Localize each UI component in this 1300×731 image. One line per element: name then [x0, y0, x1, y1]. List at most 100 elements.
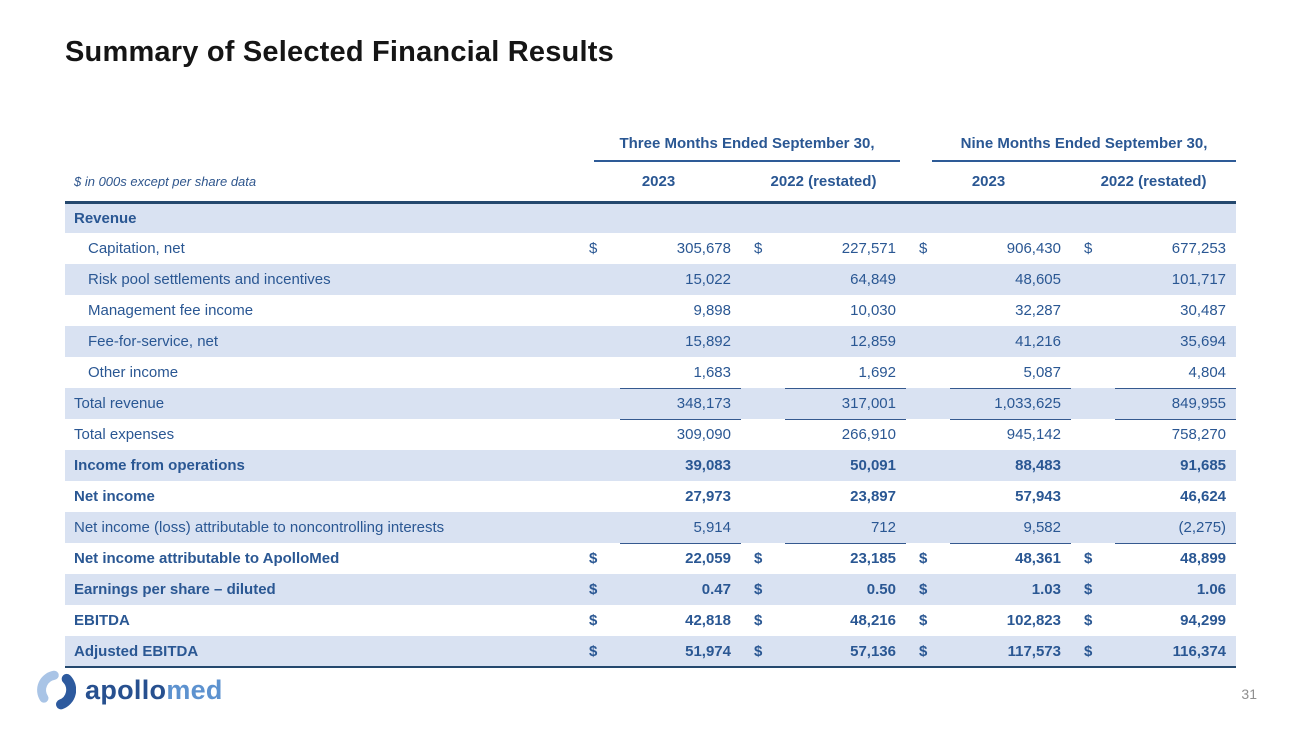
table-row: Capitation, net $305,678 $227,571 $906,430 $…: [65, 233, 1236, 264]
row-label: Income from operations: [74, 457, 245, 474]
value-cell: 0.47: [701, 581, 731, 598]
value-cell: 51,974: [620, 636, 741, 668]
row-label: Adjusted EBITDA: [65, 636, 576, 668]
value-cell: 227,571: [841, 240, 896, 257]
table-row: Total revenue 348,173 317,001 1,033,625 849,…: [65, 388, 1237, 420]
currency-symbol-cell: [906, 481, 950, 512]
value-cell: 1.03: [1031, 581, 1061, 598]
value-cell: 849,955: [1115, 388, 1237, 420]
value-cell: 15,892: [685, 333, 731, 350]
currency-symbol-cell: [1071, 326, 1115, 357]
currency-symbol-cell: [906, 264, 950, 295]
value-cell: 116,374: [1115, 636, 1237, 668]
row-label: Capitation, net: [88, 240, 185, 257]
period-header-row: Three Months Ended September 30, Nine Mo…: [65, 128, 1237, 162]
value-cell: 758,270: [1171, 426, 1227, 444]
row-label: Risk pool settlements and incentives: [88, 271, 331, 288]
value-cell: 677,253: [1171, 240, 1227, 257]
currency-symbol-cell: [741, 481, 785, 512]
currency-symbol-cell: [906, 419, 950, 450]
currency-symbol-cell: [741, 326, 785, 357]
currency-symbol-cell: [576, 450, 620, 481]
currency-symbol-cell: [1071, 357, 1115, 388]
period-header-nine-months: Nine Months Ended September 30,: [906, 128, 1237, 162]
value-cell: 32,287: [1015, 302, 1061, 319]
currency-symbol-cell: $: [589, 550, 598, 567]
period-header-three-months: Three Months Ended September 30,: [576, 128, 906, 162]
value-cell: 48,361: [1015, 550, 1061, 568]
value-cell: 10,030: [850, 302, 896, 319]
currency-symbol-cell: [1071, 512, 1115, 543]
logo-wordmark: apollomed: [85, 675, 223, 706]
table-body: Revenue Capitation, net $305,678 $227,571 $9…: [65, 202, 1237, 668]
currency-symbol-cell: [741, 419, 785, 450]
row-label: Management fee income: [88, 302, 254, 319]
currency-symbol-cell: $: [1071, 636, 1115, 668]
row-label: Net income attributable to ApolloMed: [74, 550, 340, 567]
value-cell: 906,430: [1006, 240, 1061, 257]
currency-symbol-cell: $: [906, 636, 950, 668]
value-cell: 30,487: [1180, 302, 1227, 319]
logo-text-apollo: apollo: [85, 674, 167, 705]
value-cell: 94,299: [1180, 612, 1227, 629]
period-header-label: Three Months Ended September 30,: [594, 135, 900, 162]
table-row: Income from operations 39,083 50,091 88,483…: [65, 450, 1237, 481]
value-cell: 9,582: [950, 512, 1071, 544]
value-cell: 4,804: [1115, 357, 1237, 389]
value-cell: 712: [785, 512, 906, 544]
currency-symbol-cell: [906, 512, 950, 543]
row-label: Total revenue: [74, 395, 165, 412]
currency-symbol-cell: [741, 512, 785, 543]
value-cell: 945,142: [1006, 426, 1061, 444]
year-header-row: $ in 000s except per share data 2023 202…: [65, 162, 1237, 204]
row-label: Earnings per share – diluted: [74, 581, 276, 598]
currency-symbol-cell: [576, 357, 620, 388]
year-header: 2022 (restated): [1071, 162, 1237, 204]
value-cell: 102,823: [1006, 612, 1061, 629]
value-cell: 64,849: [850, 271, 896, 288]
value-cell: 88,483: [1015, 457, 1061, 474]
currency-symbol-cell: $: [919, 550, 928, 567]
value-cell: [785, 202, 906, 233]
value-cell: (2,275): [1115, 512, 1237, 544]
currency-symbol-cell: $: [589, 240, 598, 257]
value-cell: 1.06: [1196, 581, 1227, 598]
currency-symbol-cell: $: [1084, 581, 1093, 598]
currency-symbol-cell: [741, 264, 785, 295]
currency-symbol-cell: [1071, 481, 1115, 512]
currency-symbol-cell: [576, 326, 620, 357]
value-cell: 15,022: [685, 271, 731, 288]
currency-symbol-cell: [906, 295, 950, 326]
value-cell: 101,717: [1171, 271, 1227, 288]
currency-symbol-cell: [1071, 388, 1115, 419]
currency-symbol-cell: [576, 481, 620, 512]
row-label: Other income: [88, 364, 179, 381]
period-header-label: Nine Months Ended September 30,: [932, 135, 1237, 162]
value-cell: 50,091: [850, 457, 896, 474]
value-cell: 9,898: [693, 302, 731, 319]
value-cell: 48,899: [1180, 550, 1227, 568]
currency-symbol-cell: [576, 512, 620, 543]
year-header: 2022 (restated): [741, 162, 906, 204]
currency-symbol-cell: $: [754, 550, 763, 567]
value-cell: 5,914: [620, 512, 741, 544]
company-logo: apollomed: [36, 670, 223, 710]
value-cell: 309,090: [676, 426, 731, 444]
value-cell: 48,216: [850, 612, 896, 629]
table-row: Earnings per share – diluted $0.47 $0.50 $1…: [65, 574, 1237, 605]
currency-symbol-cell: [1071, 202, 1115, 233]
currency-symbol-cell: $: [754, 581, 763, 598]
currency-symbol-cell: $: [919, 240, 928, 257]
currency-symbol-cell: [906, 357, 950, 388]
value-cell: 39,083: [685, 457, 731, 474]
row-label: Net income (loss) attributable to noncon…: [74, 519, 445, 536]
value-cell: 1,692: [785, 357, 906, 389]
value-cell: 23,897: [850, 488, 896, 505]
table-row: Net income attributable to ApolloMed $22,…: [65, 543, 1236, 574]
currency-symbol-cell: $: [589, 612, 598, 629]
currency-symbol-cell: [1071, 450, 1115, 481]
value-cell: 1,033,625: [950, 388, 1071, 420]
table-row: Net income 27,973 23,897 57,943 46,624: [65, 481, 1236, 512]
value-cell: 305,678: [676, 240, 731, 257]
